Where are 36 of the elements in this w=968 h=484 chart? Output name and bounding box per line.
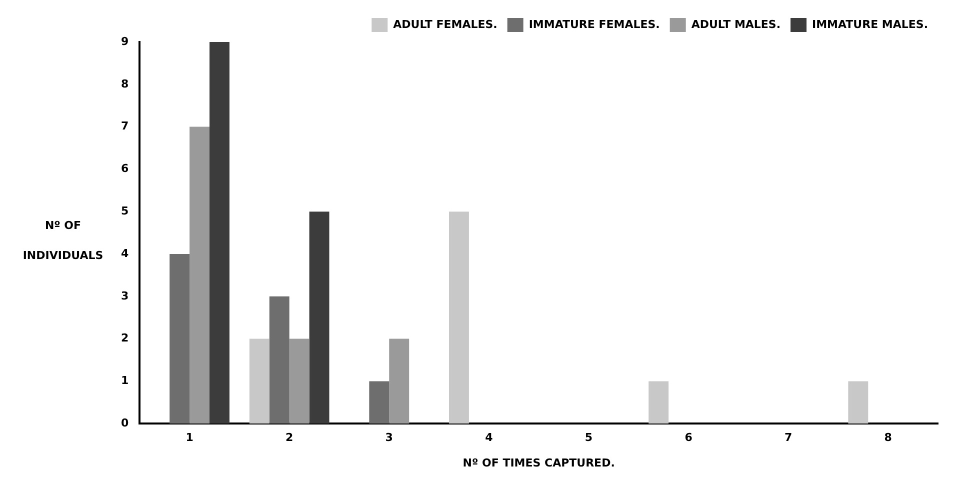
y-tick-label: 7	[121, 120, 129, 133]
text: Nº OF INDIVIDUALS	[22, 219, 104, 262]
bar	[648, 381, 669, 424]
x-tick-label: 2	[286, 431, 294, 444]
bar	[249, 338, 270, 424]
y-tick-label: 3	[121, 289, 129, 302]
bar	[289, 338, 310, 424]
y-tick-label: 6	[121, 162, 129, 176]
x-tick-label: 6	[684, 431, 693, 444]
bar	[309, 212, 330, 424]
legend-label: ADULT MALES.	[691, 18, 781, 31]
y-tick-label: 0	[121, 416, 129, 430]
bar	[269, 296, 290, 424]
bar	[210, 42, 230, 424]
x-tick-label: 3	[385, 431, 393, 444]
bar	[170, 254, 190, 424]
x-axis-title: Nº OF TIMES CAPTURED.	[462, 456, 615, 470]
y-tick-label: 1	[121, 374, 129, 388]
x-tick-label: 7	[784, 431, 792, 444]
legend-label: ADULT FEMALES.	[393, 18, 498, 31]
x-tick-label: 8	[884, 431, 892, 444]
y-tick-label: 8	[121, 77, 129, 90]
y-tick-label: 9	[121, 34, 129, 48]
y-tick-label: 5	[121, 204, 129, 218]
bar	[190, 126, 210, 424]
y-tick-label: 2	[121, 332, 129, 345]
legend-label: IMMATURE FEMALES.	[528, 18, 660, 31]
bar	[848, 381, 868, 424]
y-tick-label: 4	[121, 246, 129, 260]
bar	[369, 381, 390, 424]
x-tick-label: 1	[186, 431, 194, 444]
x-tick-label: 5	[584, 431, 593, 444]
bar	[389, 338, 410, 424]
legend-label: IMMATURE MALES.	[812, 18, 928, 31]
bar	[449, 212, 469, 424]
x-tick-label: 4	[485, 431, 494, 444]
